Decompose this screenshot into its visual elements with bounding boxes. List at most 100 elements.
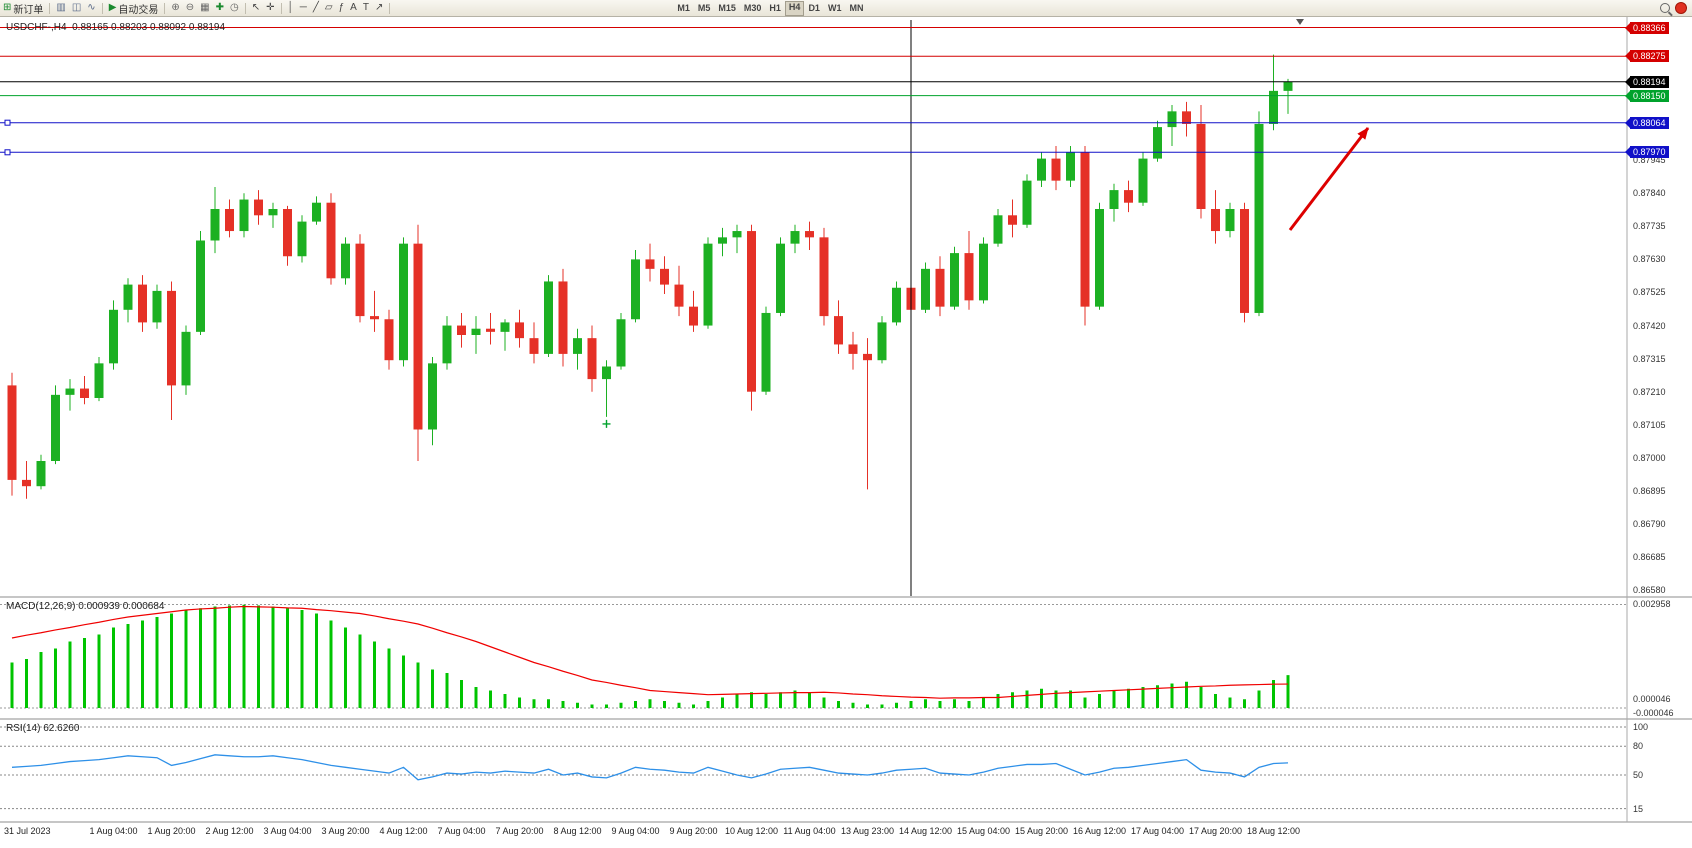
macd-bar xyxy=(126,624,130,708)
macd-bar xyxy=(112,627,115,708)
candle-body xyxy=(225,209,234,232)
new-order-button[interactable]: ⊞ 新订单 xyxy=(0,1,46,16)
horizontal-line-button[interactable]: ─ xyxy=(297,1,310,15)
date-tick-label: 7 Aug 04:00 xyxy=(437,826,486,836)
macd-bar xyxy=(982,697,985,708)
period-button[interactable]: ◷ xyxy=(227,1,242,15)
candle-body xyxy=(1225,209,1235,232)
date-tick-label: 18 Aug 12:00 xyxy=(1246,826,1301,836)
macd-bar xyxy=(1170,683,1174,708)
arrows-button[interactable]: ↗ xyxy=(372,1,386,15)
date-tick-label: 8 Aug 12:00 xyxy=(553,826,602,836)
toolbar: ⊞ 新订单 ▥ ◫ ∿ ▶ 自动交易 ⊕ ⊖ ▦ ✚ ◷ ↖ ✛ │ ─ ╱ ▱ ƒ A T ↗ M1 M5 M15 M30 H1… xyxy=(0,0,1692,17)
vertical-line-button[interactable]: │ xyxy=(285,1,297,15)
date-tick-label: 16 Aug 12:00 xyxy=(1072,826,1127,836)
timeframe-M30[interactable]: M30 xyxy=(743,2,762,13)
macd-bar xyxy=(967,701,971,708)
candle-body xyxy=(1283,81,1293,91)
candle-body xyxy=(602,366,611,380)
rsi-tick-label: 50 xyxy=(1633,770,1644,780)
macd-bar xyxy=(909,701,913,708)
new-order-button-label: 新订单 xyxy=(13,4,44,16)
zoom-in-button[interactable]: ⊕ xyxy=(168,1,182,15)
timeframe-W1[interactable]: W1 xyxy=(827,2,842,13)
candle-body xyxy=(196,240,205,332)
macd-bar xyxy=(300,610,304,708)
macd-bar xyxy=(1243,699,1246,708)
macd-bar xyxy=(358,634,362,708)
new-chart-button[interactable]: ✚ xyxy=(213,1,227,15)
timeframe-M1[interactable]: M1 xyxy=(677,2,690,13)
price-tick-label: 0.87420 xyxy=(1633,320,1666,331)
zoom-out-button[interactable]: ⊖ xyxy=(183,1,197,15)
date-tick-label: 9 Aug 20:00 xyxy=(669,826,718,836)
macd-bar xyxy=(329,620,333,708)
candle-body xyxy=(1095,209,1104,307)
timeframe-H1[interactable]: H1 xyxy=(769,2,781,13)
toolbar-right xyxy=(1660,2,1692,14)
timeframe-H4[interactable]: H4 xyxy=(784,0,805,16)
candlestick-chart-button[interactable]: ◫ xyxy=(69,1,84,15)
macd-bar xyxy=(605,704,608,708)
channel-button[interactable]: ▱ xyxy=(322,1,336,15)
timeframe-D1[interactable]: D1 xyxy=(808,2,820,13)
arrows-icon: ↗ xyxy=(374,2,384,13)
candle-body xyxy=(645,259,655,269)
candle-body xyxy=(761,312,771,392)
price-badge: 0.88150 xyxy=(1625,89,1669,102)
search-icon[interactable] xyxy=(1660,3,1670,13)
macd-bar xyxy=(1156,685,1159,708)
macd-bar xyxy=(851,702,855,708)
macd-bar xyxy=(1054,690,1058,708)
candle-body xyxy=(950,253,959,307)
candle-body xyxy=(500,322,510,332)
crosshair-button[interactable]: ✛ xyxy=(263,1,277,15)
macd-bar xyxy=(1286,675,1290,708)
candle-body xyxy=(1211,209,1220,232)
bar-chart-button[interactable]: ▥ xyxy=(53,1,68,15)
zoom-out-icon: ⊖ xyxy=(185,2,195,13)
zoom-in-icon: ⊕ xyxy=(171,2,180,13)
macd-bar xyxy=(416,662,420,708)
macd-bar xyxy=(1083,697,1087,708)
macd-bar xyxy=(315,613,318,708)
cursor-button[interactable]: ↖ xyxy=(249,1,263,15)
candle-body xyxy=(747,231,756,392)
chart-plot[interactable] xyxy=(0,16,1692,848)
macd-bar xyxy=(692,704,695,708)
timeframe-M5[interactable]: M5 xyxy=(697,2,711,13)
alert-icon[interactable] xyxy=(1675,2,1687,14)
label-button[interactable]: T xyxy=(360,1,372,15)
trend-arrow-object[interactable] xyxy=(1288,127,1370,231)
macd-bar xyxy=(895,702,898,708)
tile-windows-icon: ▦ xyxy=(200,2,210,13)
candle-body xyxy=(587,338,597,380)
line-handle[interactable] xyxy=(4,149,11,156)
timeframe-M15[interactable]: M15 xyxy=(718,2,736,13)
fibonacci-button[interactable]: ƒ xyxy=(336,1,348,15)
candle-body xyxy=(486,328,495,332)
candle-body xyxy=(457,325,466,335)
timeframe-MN[interactable]: MN xyxy=(849,2,864,13)
macd-bar xyxy=(242,604,246,708)
macd-bar xyxy=(648,699,652,708)
line-handle[interactable] xyxy=(4,119,11,126)
text-button[interactable]: A xyxy=(347,1,360,15)
candle-body xyxy=(80,388,89,398)
candle-body xyxy=(355,243,365,317)
macd-bar xyxy=(460,680,463,708)
price-tick-label: 0.86685 xyxy=(1633,552,1666,563)
macd-bar xyxy=(1098,694,1101,708)
line-chart-button[interactable]: ∿ xyxy=(84,1,98,15)
tile-windows-button[interactable]: ▦ xyxy=(197,1,212,15)
macd-bar xyxy=(402,655,405,708)
macd-tick-label: 0.000046 xyxy=(1633,694,1671,705)
macd-indicator-label: MACD(12,26,9) 0.000939 0.000684 xyxy=(6,601,164,612)
candle-body xyxy=(442,325,452,364)
candle-body xyxy=(703,243,713,326)
trendline-button[interactable]: ╱ xyxy=(310,1,322,15)
autotrading-button[interactable]: ▶ 自动交易 xyxy=(106,1,162,16)
macd-bar xyxy=(547,699,550,708)
chart-shift-marker-icon[interactable] xyxy=(1296,19,1304,25)
symbol-ohlc-header: USDCHF-,H4 0.88165 0.88203 0.88092 0.881… xyxy=(6,22,226,33)
